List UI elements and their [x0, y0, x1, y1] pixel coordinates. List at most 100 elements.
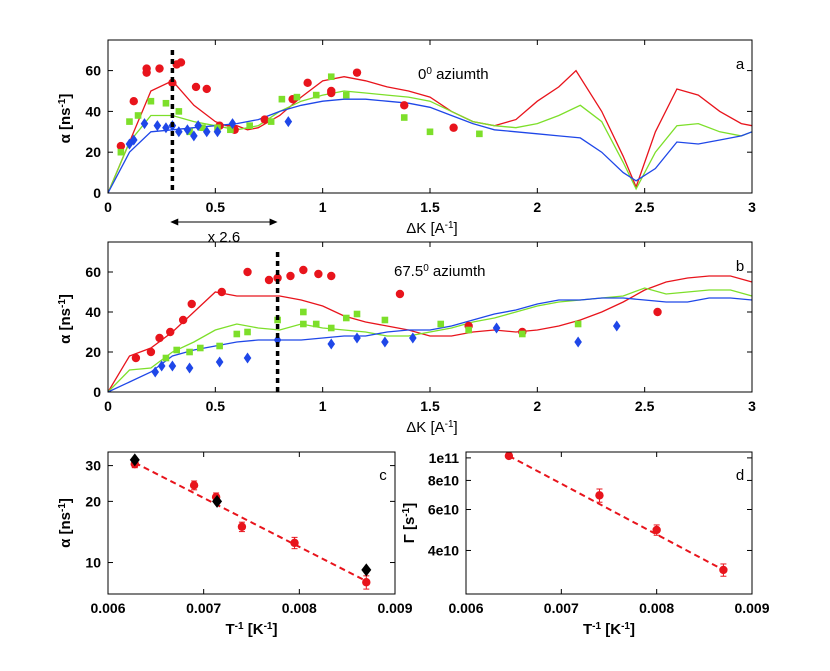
y-axis-label-part: ] — [57, 294, 74, 299]
data-point-circle — [299, 265, 308, 275]
azimuth-annotation: 67.50 aziumth — [394, 263, 485, 281]
data-point-diamond — [175, 126, 183, 138]
data-point-square — [353, 310, 361, 318]
data-point-square — [465, 326, 472, 334]
data-point-circle — [303, 78, 312, 88]
data-point-square — [426, 128, 434, 136]
y-axis-label: α [ns-1] — [57, 498, 75, 548]
data-point-square — [312, 91, 320, 99]
y-tick-label: 20 — [85, 144, 101, 160]
data-point-diamond — [492, 322, 501, 334]
data-point-square — [342, 91, 350, 99]
x-axis-label-part: -1 — [592, 621, 601, 632]
data-point-square — [147, 97, 155, 105]
y-axis-label: α [ns-1] — [57, 294, 75, 344]
x-axis-label-part: [K — [601, 621, 621, 638]
y-axis-label-part: α [ns — [57, 308, 74, 344]
azimuth-annotation-part: 0 — [426, 66, 432, 77]
data-point-circle — [449, 123, 458, 132]
range-arrow-head-right — [269, 218, 278, 226]
y-tick-label: 6e10 — [428, 502, 459, 518]
data-point-diamond — [284, 116, 293, 128]
data-point-diamond — [183, 124, 192, 136]
x-axis-label-part: -1 — [445, 419, 454, 430]
data-point-circle — [264, 275, 274, 285]
x-tick-label: 0.006 — [90, 600, 125, 616]
series-line — [107, 287, 753, 393]
x-axis-label-part: ΔK [A — [406, 220, 444, 237]
x-axis-label: T-1 [K-1] — [583, 621, 635, 639]
data-point-diamond — [153, 120, 162, 132]
y-axis-label-part: α [ns — [57, 512, 74, 548]
data-point-diamond — [213, 126, 222, 138]
data-point-diamond — [612, 320, 621, 332]
series-line — [107, 297, 753, 393]
y-axis-label: α [ns-1] — [57, 94, 75, 144]
data-point-square — [293, 93, 301, 101]
x-axis-label-part: -1 — [235, 621, 244, 632]
x-tick-label: 0.5 — [206, 398, 226, 414]
x-tick-label: 0.008 — [282, 600, 317, 616]
data-point-square — [233, 330, 241, 338]
data-point-diamond — [327, 338, 336, 350]
x-axis-label-part: ] — [272, 621, 277, 638]
data-point-square — [327, 73, 335, 81]
x-tick-label: 0.5 — [206, 199, 226, 215]
data-point-square — [126, 118, 133, 125]
data-point-square — [342, 314, 350, 322]
data-point-circle — [243, 267, 252, 277]
y-axis-label-part: ] — [401, 503, 418, 508]
x-axis-label-part: T — [226, 621, 235, 638]
data-point-diamond — [125, 138, 134, 150]
y-tick-label: 4e10 — [428, 542, 459, 558]
data-point-circle — [652, 525, 661, 535]
y-tick-label: 1e11 — [429, 450, 460, 466]
data-point-diamond — [194, 120, 202, 132]
data-point-circle — [168, 78, 177, 88]
panel-label: a — [736, 56, 745, 73]
data-point-diamond — [185, 362, 194, 374]
y-tick-label: 60 — [85, 264, 101, 280]
range-arrow-head-left — [170, 218, 179, 226]
data-point-square — [244, 328, 251, 336]
y-tick-label: 0 — [93, 185, 101, 201]
data-point-circle — [155, 333, 164, 343]
data-point-square — [267, 118, 275, 125]
panel-label: b — [736, 258, 744, 275]
x-tick-label: 2 — [533, 398, 541, 414]
x-axis-label-part: T — [583, 621, 592, 638]
panel-label: d — [736, 467, 744, 484]
data-point-circle — [116, 141, 126, 151]
data-point-square — [437, 320, 445, 328]
x-tick-label: 0.009 — [734, 600, 769, 616]
x-tick-label: 2 — [533, 199, 541, 215]
data-point-circle — [187, 299, 196, 309]
data-point-circle — [400, 101, 409, 110]
azimuth-annotation-part: 0 — [423, 263, 429, 274]
data-point-diamond — [381, 336, 389, 348]
x-axis-label-part: -1 — [264, 621, 273, 632]
data-point-diamond — [243, 352, 252, 364]
data-point-square — [162, 354, 170, 362]
data-point-square — [574, 320, 582, 328]
x-axis-label-part: ] — [454, 220, 458, 237]
data-point-circle — [146, 347, 156, 357]
data-point-circle — [176, 58, 186, 67]
y-axis-label-part: -1 — [57, 98, 68, 107]
data-point-circle — [327, 88, 336, 98]
data-point-square — [134, 112, 142, 119]
x-tick-label: 1.5 — [420, 398, 440, 414]
data-point-circle — [352, 68, 362, 77]
x-tick-label: 0.009 — [377, 600, 412, 616]
y-axis-label: Γ [s-1] — [401, 503, 419, 543]
data-point-square — [300, 320, 307, 328]
y-tick-label: 40 — [85, 103, 101, 119]
data-point-circle — [202, 84, 211, 94]
y-tick-label: 8e10 — [428, 472, 459, 488]
x-axis-label: ΔK [A-1] — [406, 220, 457, 238]
y-tick-label: 40 — [85, 304, 101, 320]
x-axis-label-part: ] — [454, 419, 458, 436]
plot-area — [108, 242, 752, 392]
